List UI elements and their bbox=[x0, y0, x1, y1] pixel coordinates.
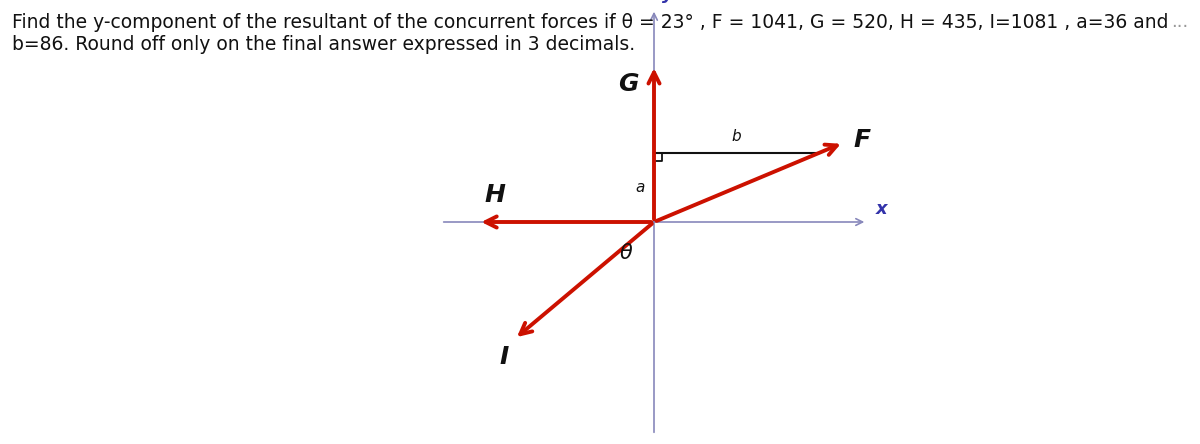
Text: F: F bbox=[853, 128, 870, 152]
Text: H: H bbox=[485, 183, 505, 207]
Text: θ: θ bbox=[620, 243, 632, 263]
Text: ...: ... bbox=[1171, 13, 1188, 32]
Text: b: b bbox=[732, 129, 742, 144]
Text: y: y bbox=[661, 0, 673, 3]
Text: Find the y-component of the resultant of the concurrent forces if θ = 23° , F = : Find the y-component of the resultant of… bbox=[12, 13, 1169, 54]
Text: I: I bbox=[499, 345, 509, 369]
Text: x: x bbox=[876, 200, 888, 218]
Text: a: a bbox=[636, 180, 646, 195]
Text: G: G bbox=[618, 71, 638, 95]
